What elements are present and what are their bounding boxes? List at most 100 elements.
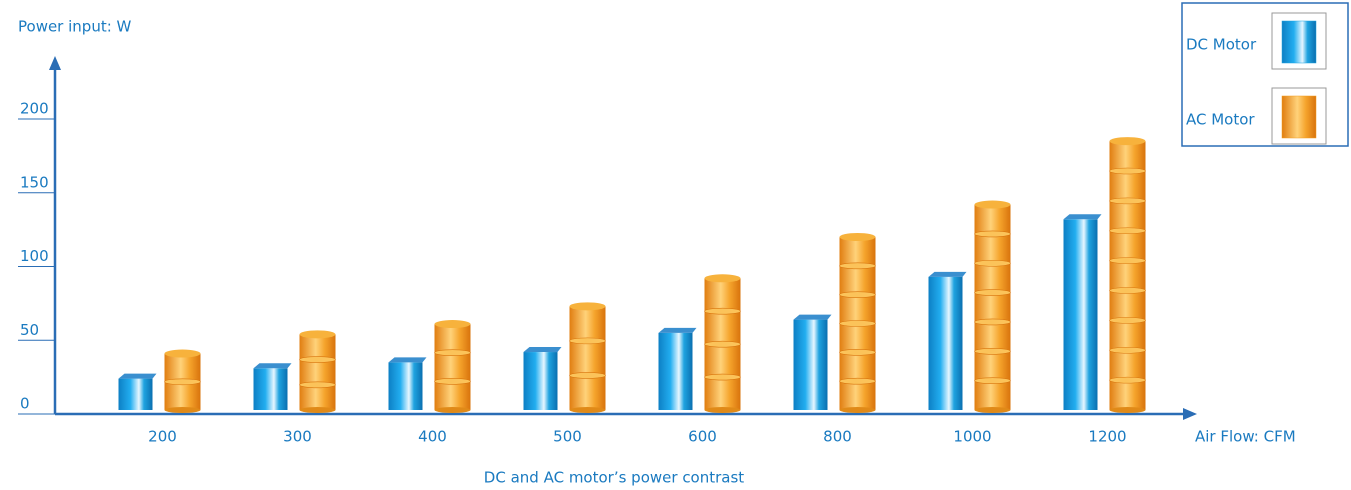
- bar-base: [299, 407, 336, 413]
- bar: [434, 324, 471, 410]
- x-tick-label: 400: [418, 428, 447, 446]
- y-axis-title: Power input: W: [18, 18, 132, 36]
- bar-ring: [974, 289, 1011, 296]
- bar-group: [839, 233, 876, 413]
- bar-group: [253, 363, 292, 410]
- bar-ring: [974, 377, 1011, 384]
- bar-top: [118, 373, 157, 379]
- x-axis-title: Air Flow: CFM: [1195, 428, 1296, 446]
- bar: [569, 306, 606, 410]
- y-tick-label: 200: [20, 100, 49, 118]
- x-tick-label: 300: [283, 428, 312, 446]
- bar-top: [658, 327, 697, 333]
- bar: [793, 319, 828, 410]
- x-tick-label: 1000: [953, 428, 991, 446]
- bar-top: [253, 363, 292, 369]
- bar-base: [1109, 407, 1146, 413]
- bar-top: [974, 200, 1011, 209]
- bar-top: [704, 274, 741, 283]
- bar-ring: [299, 381, 336, 389]
- bar-top: [1109, 137, 1146, 146]
- bar-ring: [974, 347, 1011, 355]
- bar: [388, 362, 423, 410]
- bar-ring: [1109, 376, 1146, 384]
- bar: [253, 368, 288, 410]
- bar-ring: [569, 337, 606, 345]
- bar-base: [569, 407, 606, 413]
- bar-group: [974, 200, 1011, 413]
- bar-top: [523, 347, 562, 353]
- x-tick-label: 600: [688, 428, 717, 446]
- bar-ring: [1109, 287, 1146, 294]
- bar-top: [928, 271, 967, 277]
- bar: [658, 332, 693, 410]
- bar-top: [434, 320, 471, 329]
- bar-group: [793, 314, 832, 410]
- legend-label: AC Motor: [1186, 111, 1255, 129]
- y-tick-label: 100: [20, 247, 49, 265]
- bar-ring: [569, 372, 606, 379]
- bar-base: [839, 407, 876, 413]
- bar-group: [928, 271, 967, 410]
- legend-swatch: [1281, 20, 1317, 64]
- bar-ring: [974, 259, 1011, 267]
- bar-ring: [299, 356, 336, 363]
- bar-ring: [839, 320, 876, 327]
- bar-top: [569, 302, 606, 311]
- bar-ring: [974, 230, 1011, 238]
- bar-ring: [434, 349, 471, 356]
- bar: [974, 204, 1011, 410]
- bar-group: [569, 302, 606, 413]
- bar-group: [118, 373, 157, 410]
- y-tick-label: 50: [20, 321, 39, 339]
- bar-group: [164, 349, 201, 413]
- y-tick-label: 0: [20, 395, 30, 413]
- bar: [523, 352, 558, 410]
- bar-ring: [974, 318, 1011, 326]
- bar-top: [793, 314, 832, 320]
- bar-group: [434, 320, 471, 413]
- bar-ring: [839, 377, 876, 385]
- x-tick-label: 500: [553, 428, 582, 446]
- bar: [1063, 219, 1098, 410]
- bar-top: [164, 349, 201, 358]
- x-tick-label: 200: [148, 428, 177, 446]
- bar-ring: [839, 349, 876, 356]
- bar-ring: [1109, 317, 1146, 324]
- bar-ring: [704, 340, 741, 348]
- bar-ring: [1109, 346, 1146, 354]
- bar: [1109, 141, 1146, 410]
- bar-group: [299, 330, 336, 413]
- bar: [928, 276, 963, 410]
- bar-base: [434, 407, 471, 413]
- bar-group: [704, 274, 741, 413]
- x-tick-label: 800: [823, 428, 852, 446]
- caption: DC and AC motor’s power contrast: [484, 469, 745, 487]
- bar-ring: [704, 307, 741, 315]
- bar-ring: [1109, 167, 1146, 175]
- y-axis-arrow: [49, 56, 61, 70]
- x-axis-arrow: [1183, 408, 1197, 420]
- bar: [118, 378, 153, 410]
- y-tick-label: 150: [20, 173, 49, 191]
- bar-group: [523, 347, 562, 410]
- bar-base: [974, 407, 1011, 413]
- bar-ring: [1109, 227, 1146, 235]
- bar-top: [1063, 214, 1102, 220]
- bar-ring: [434, 378, 471, 385]
- bar-ring: [1109, 257, 1146, 264]
- bar-base: [164, 407, 201, 413]
- bar-ring: [164, 378, 201, 386]
- bar-group: [1109, 137, 1146, 413]
- bar-ring: [1109, 197, 1146, 205]
- bar-top: [299, 330, 336, 339]
- legend-swatch: [1281, 95, 1317, 139]
- bar-ring: [839, 291, 876, 298]
- x-tick-label: 1200: [1088, 428, 1126, 446]
- bar-top: [388, 357, 427, 363]
- bar-base: [704, 407, 741, 413]
- bar-ring: [839, 262, 876, 270]
- bar-top: [839, 233, 876, 241]
- bar-group: [658, 327, 697, 410]
